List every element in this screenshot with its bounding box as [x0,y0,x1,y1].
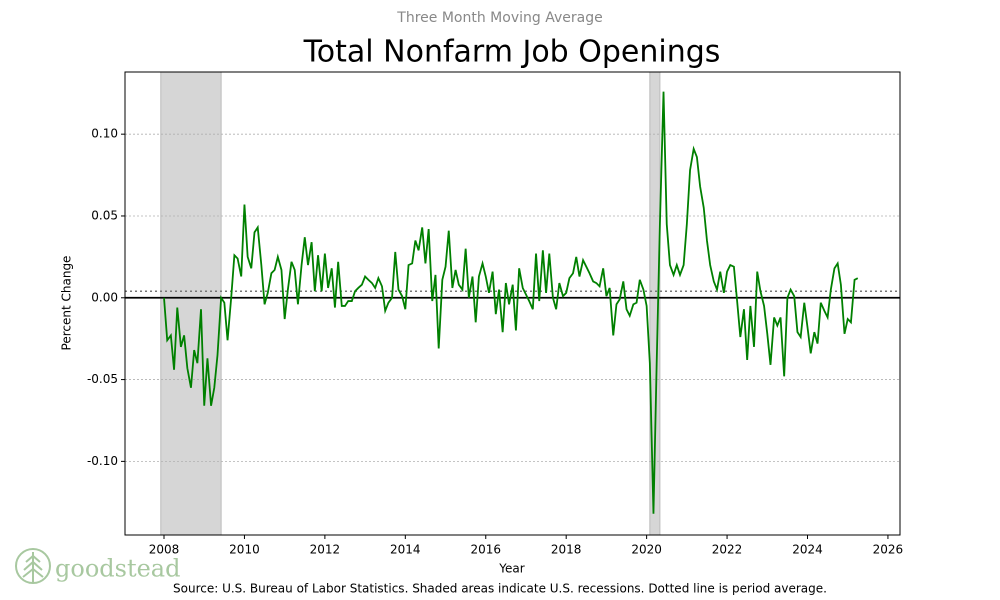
x-tick-label: 2018 [551,543,582,557]
chart-subtitle: Three Month Moving Average [396,10,602,26]
x-tick-label: 2026 [873,543,904,557]
x-tick-label: 2022 [712,543,743,557]
x-axis-label: Year [498,562,524,576]
logo-text: goodstead [55,555,180,583]
x-tick-label: 2008 [149,543,180,557]
y-tick-label: -0.10 [87,454,118,468]
y-tick-label: 0.00 [91,290,118,304]
y-axis-label: Percent Change [60,256,74,351]
y-tick-label: 0.05 [91,208,118,222]
recession-band [160,71,222,536]
chart-title: Total Nonfarm Job Openings [303,35,721,70]
x-tick-label: 2010 [229,543,260,557]
source-note: Source: U.S. Bureau of Labor Statistics.… [173,582,827,596]
x-tick-label: 2012 [310,543,341,557]
y-tick-label: 0.10 [91,127,118,141]
x-tick-label: 2014 [390,543,421,557]
logo-icon [15,548,51,584]
x-tick-label: 2016 [470,543,501,557]
plot-frame [124,71,901,536]
x-tick-label: 2024 [792,543,823,557]
data-line [163,91,859,514]
y-tick-label: -0.05 [87,372,118,386]
x-tick-label: 2020 [631,543,662,557]
